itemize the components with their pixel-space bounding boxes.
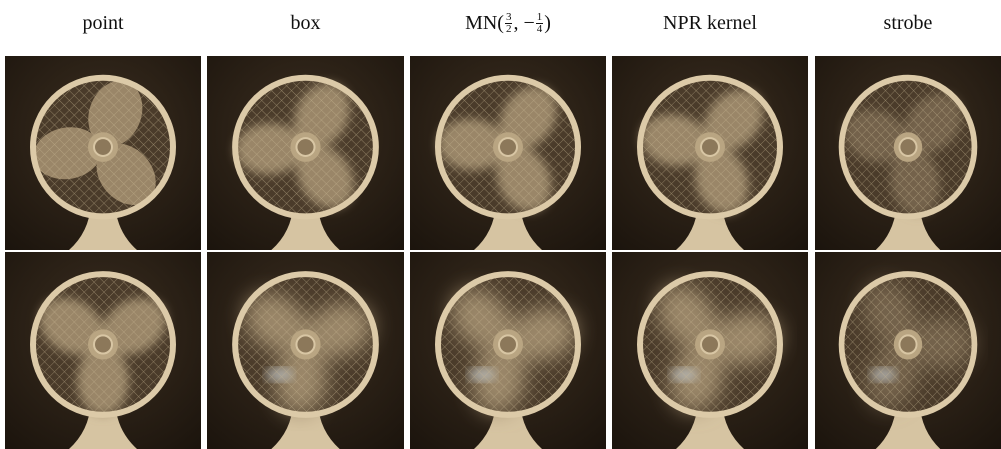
hub-cap xyxy=(296,138,314,156)
fan-image xyxy=(5,252,201,449)
hub-cap xyxy=(499,335,517,353)
hub-cap xyxy=(296,335,314,353)
hub-cap xyxy=(701,138,719,156)
hub-cap xyxy=(899,138,916,156)
hub-cap xyxy=(499,138,517,156)
fan-image xyxy=(612,252,808,449)
fan-image xyxy=(612,56,808,250)
figure: point box MN( 32 , − 14 ) NPR kernel str… xyxy=(0,0,1001,449)
hub-cap xyxy=(701,335,719,353)
hub-cap xyxy=(899,335,916,353)
hub-cap xyxy=(94,138,112,156)
fan-image xyxy=(5,56,201,250)
fan-image xyxy=(410,252,606,449)
fan-image xyxy=(410,56,606,250)
fan-image xyxy=(207,252,404,449)
hub-cap xyxy=(94,335,112,353)
fan-image xyxy=(815,252,1001,449)
fan-image xyxy=(815,56,1001,250)
fan-image xyxy=(207,56,404,250)
image-grid xyxy=(0,0,1001,449)
